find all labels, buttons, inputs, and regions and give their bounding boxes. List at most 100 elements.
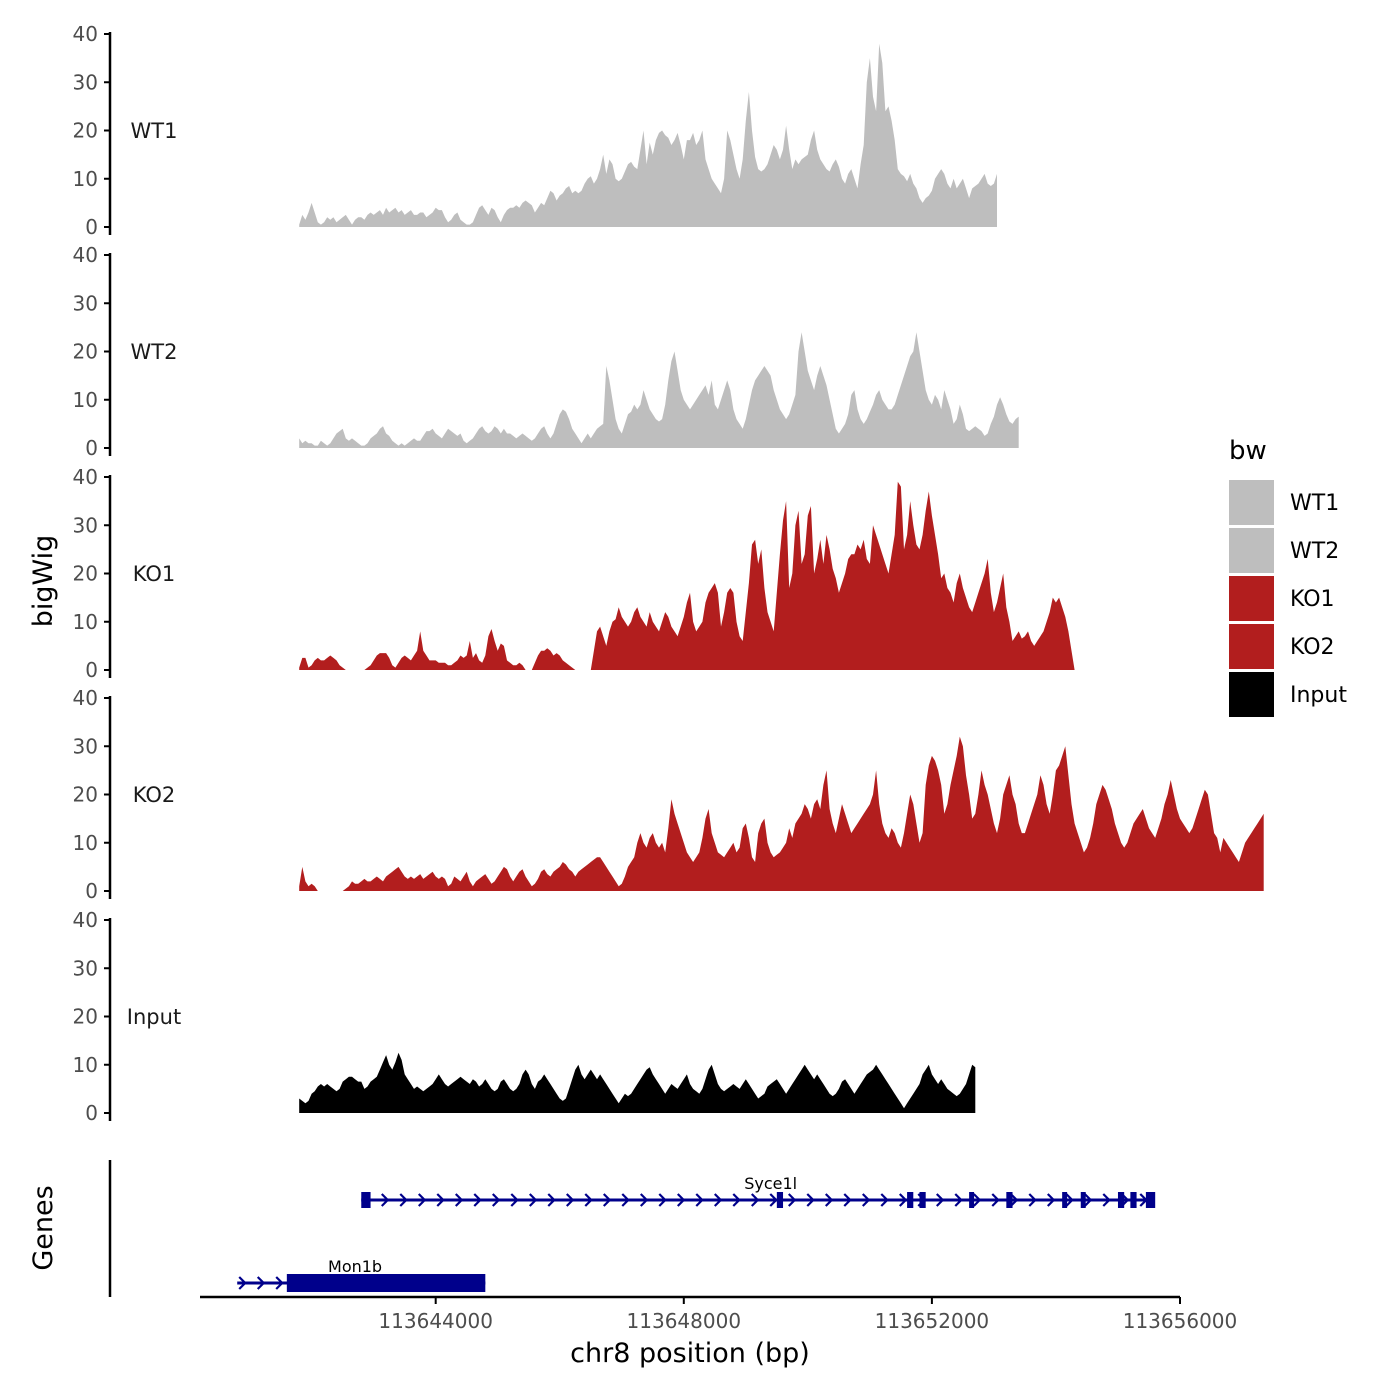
strand-arrow <box>1083 1193 1093 1207</box>
gene-exon <box>919 1192 926 1208</box>
track-label-wt1: WT1 <box>131 119 178 143</box>
y-tick-label: 20 <box>73 340 98 364</box>
strand-arrow <box>380 1193 390 1207</box>
legend-label: KO2 <box>1290 635 1335 660</box>
strand-arrow <box>769 1193 778 1207</box>
strand-arrow <box>491 1193 501 1207</box>
strand-arrow <box>658 1193 667 1207</box>
y-tick-label: 20 <box>73 562 98 586</box>
strand-arrow <box>275 1276 284 1290</box>
legend-title: bw <box>1229 436 1267 466</box>
legend-item-input: Input <box>1229 672 1347 717</box>
legend-swatch <box>1229 672 1274 717</box>
legend-label: WT2 <box>1290 539 1339 564</box>
strand-arrow <box>787 1193 797 1207</box>
legend-item-wt1: WT1 <box>1229 480 1339 525</box>
legend-swatch <box>1229 480 1274 525</box>
strand-arrow <box>991 1193 1000 1207</box>
gene-exon <box>361 1192 371 1208</box>
strand-arrow <box>436 1193 445 1207</box>
y-tick-label: 0 <box>85 658 98 682</box>
coverage-area-ko2 <box>299 736 1264 891</box>
strand-arrow <box>1102 1193 1111 1207</box>
gene-exon <box>1080 1192 1086 1208</box>
coverage-area-input <box>299 1052 976 1113</box>
y-axis-title: bigWig <box>28 535 59 628</box>
gene-mon1b: Mon1b <box>237 1257 486 1292</box>
y-tick-label: 40 <box>73 243 98 267</box>
gene-exon <box>1006 1192 1013 1208</box>
strand-arrow <box>528 1193 538 1207</box>
gene-exon <box>286 1274 486 1292</box>
gene-exon <box>907 1192 914 1208</box>
gene-exon <box>776 1192 784 1208</box>
strand-arrow <box>584 1193 593 1207</box>
y-tick-label: 30 <box>73 70 98 94</box>
coverage-area-ko1 <box>299 481 1075 670</box>
strand-arrow <box>750 1193 760 1207</box>
strand-arrow <box>1046 1193 1056 1207</box>
y-tick-label: 0 <box>85 1101 98 1125</box>
strand-arrow <box>695 1193 704 1207</box>
x-tick-label: 113656000 <box>1123 1309 1238 1333</box>
gene-syce1l: Syce1l <box>361 1174 1156 1208</box>
y-tick-label: 40 <box>73 686 98 710</box>
track-ko2: 0 10 20 30 40 KO2 <box>73 686 1264 903</box>
strand-arrow <box>565 1193 575 1207</box>
strand-arrow <box>843 1193 852 1207</box>
y-tick-label: 0 <box>85 879 98 903</box>
gene-panel: Syce1l Mon1b <box>108 1160 1156 1297</box>
y-tick-label: 30 <box>73 956 98 980</box>
coverage-area-wt2 <box>299 332 1019 448</box>
track-label-ko1: KO1 <box>133 562 176 586</box>
strand-arrow <box>732 1193 741 1207</box>
strand-arrow <box>639 1193 649 1207</box>
strand-arrow <box>898 1193 908 1207</box>
strand-arrow <box>1065 1193 1074 1207</box>
strand-arrow <box>602 1193 612 1207</box>
legend-item-ko2: KO2 <box>1229 624 1335 669</box>
x-tick-label: 113644000 <box>378 1309 493 1333</box>
strand-arrow <box>510 1193 519 1207</box>
y-tick-label: 10 <box>73 610 98 634</box>
legend-item-wt2: WT2 <box>1229 528 1339 573</box>
x-tick-label: 113652000 <box>875 1309 990 1333</box>
coverage-area-wt1 <box>299 43 997 228</box>
legend-item-ko1: KO1 <box>1229 576 1335 621</box>
y-tick-label: 10 <box>73 1053 98 1077</box>
legend-label: WT1 <box>1290 491 1339 516</box>
legend: bw WT1 WT2 KO1 KO2 Input <box>1229 436 1347 717</box>
strand-arrow <box>676 1193 686 1207</box>
strand-arrow <box>547 1193 556 1207</box>
strand-arrow <box>954 1193 963 1207</box>
strand-arrow <box>972 1193 982 1207</box>
gene-label-mon1b: Mon1b <box>328 1257 382 1276</box>
x-tick-label: 113648000 <box>627 1309 742 1333</box>
y-tick-label: 30 <box>73 291 98 315</box>
strand-arrow <box>1028 1193 1037 1207</box>
strand-arrow <box>861 1193 871 1207</box>
y-tick-label: 30 <box>73 513 98 537</box>
strand-arrow <box>806 1193 815 1207</box>
strand-arrow <box>454 1193 464 1207</box>
x-axis: 113644000 113648000 113652000 113656000 <box>200 1295 1238 1333</box>
gene-exon <box>1117 1192 1125 1208</box>
strand-arrow <box>1009 1193 1019 1207</box>
strand-arrow <box>824 1193 834 1207</box>
track-label-ko2: KO2 <box>133 783 176 807</box>
y-tick-label: 0 <box>85 436 98 460</box>
gene-exon <box>1062 1192 1068 1208</box>
gene-exon <box>1130 1192 1137 1208</box>
strand-arrow <box>238 1276 247 1290</box>
y-tick-label: 40 <box>73 465 98 489</box>
strand-arrow <box>621 1193 630 1207</box>
y-tick-label: 40 <box>73 22 98 46</box>
strand-arrow <box>713 1193 723 1207</box>
strand-arrow <box>399 1193 408 1207</box>
legend-swatch <box>1229 528 1274 573</box>
strand-arrow <box>417 1193 427 1207</box>
strand-arrow <box>935 1193 945 1207</box>
y-tick-label: 0 <box>85 215 98 239</box>
x-axis-title: chr8 position (bp) <box>570 1338 810 1369</box>
